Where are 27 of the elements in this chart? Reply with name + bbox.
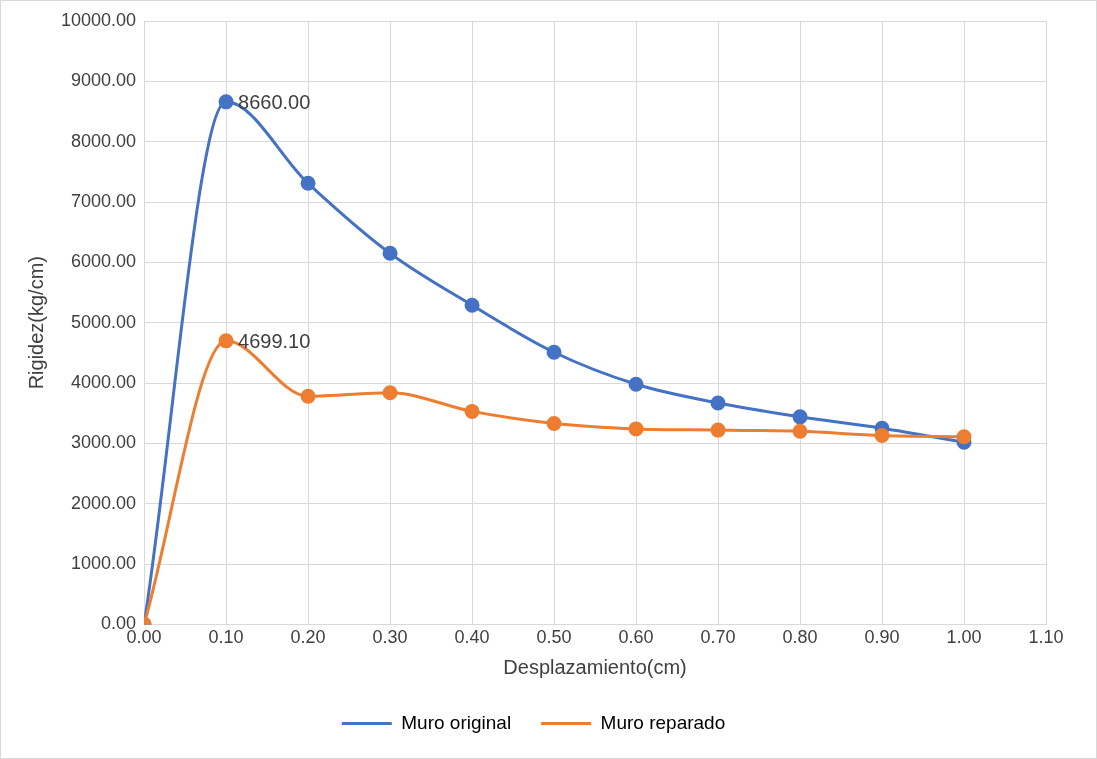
x-tick-label: 0.70 [700,627,736,648]
y-tick-label: 9000.00 [71,70,137,91]
legend-label: Muro reparado [600,711,726,733]
x-tick-label: 0.10 [208,627,244,648]
data-label: 8660.00 [238,91,311,114]
legend-label: Muro original [401,711,512,733]
x-tick-label: 0.40 [454,627,490,648]
y-tick-label: 4000.00 [71,372,137,393]
y-tick-label: 1000.00 [71,553,137,574]
x-tick-label: 0.30 [372,627,408,648]
x-tick-label: 1.00 [946,627,982,648]
x-tick-label: 0.90 [864,627,900,648]
x-tick-label: 0.80 [782,627,818,648]
x-tick-label: 1.10 [1028,627,1064,648]
y-tick-label: 10000.00 [61,9,137,30]
y-tick-label: 3000.00 [71,432,137,453]
x-tick-label: 0.50 [536,627,572,648]
y-tick-label: 5000.00 [71,311,137,332]
y-tick-label: 2000.00 [71,492,137,513]
x-axis-title: Desplazamiento(cm) [503,655,687,678]
x-tick-label: 0.60 [618,627,654,648]
data-label: 4699.10 [238,330,311,353]
y-axis-title: Rigidez(kg/cm) [24,256,47,390]
y-tick-label: 8000.00 [71,130,137,151]
x-tick-label: 0.20 [290,627,326,648]
y-tick-label: 7000.00 [71,190,137,211]
y-tick-label: 6000.00 [71,251,137,272]
